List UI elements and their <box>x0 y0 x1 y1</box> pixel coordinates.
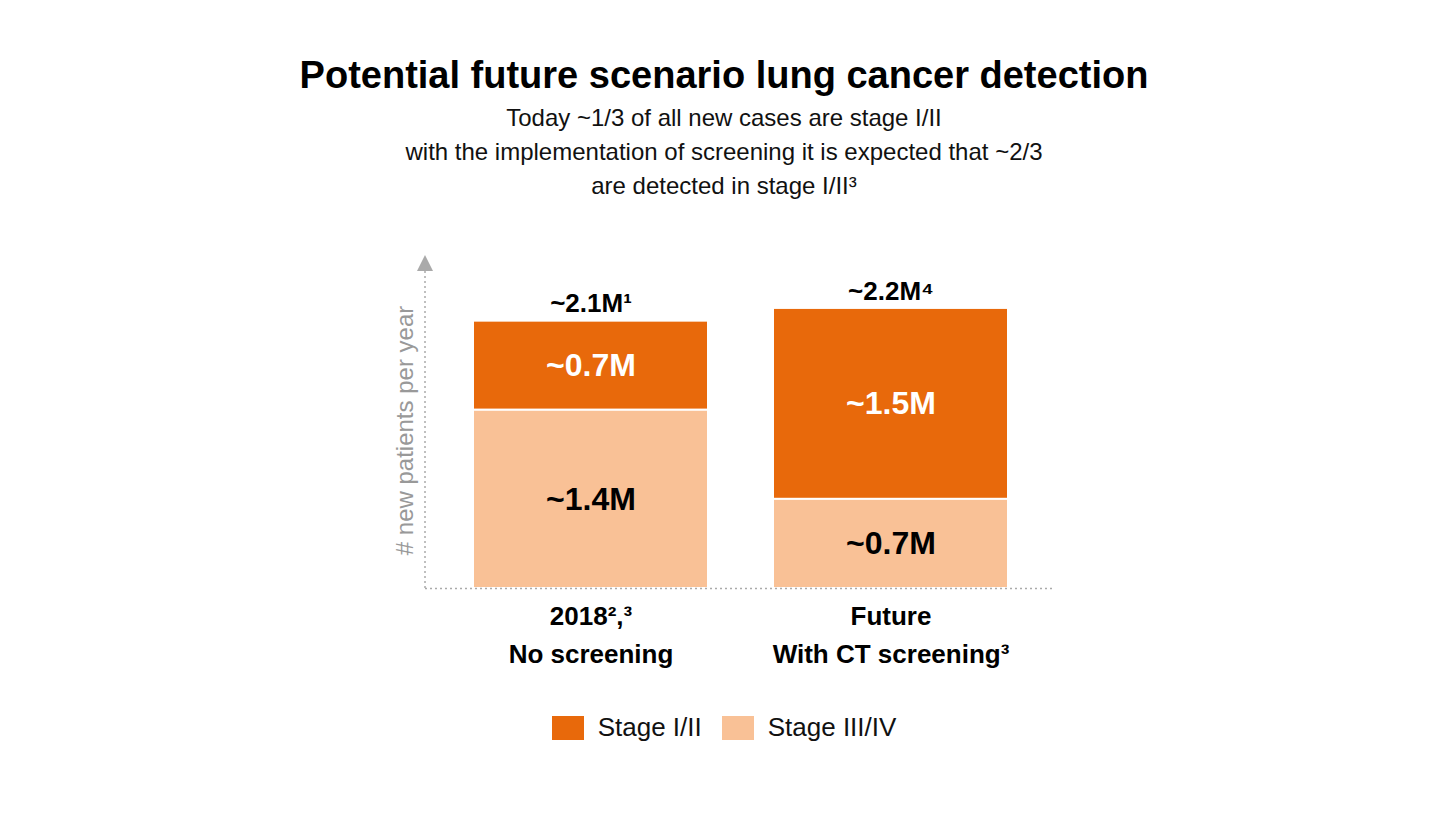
html-text:Potential future scenario lung: Potential future scenario lung cancer de… <box>299 54 1149 96</box>
svg-text:2018²,³No screening: 2018²,³No screening <box>509 601 674 669</box>
html-text:are detected in stage I/II³: are detected in stage I/II³ <box>591 172 857 199</box>
svg-text:~2.2M⁴: ~2.2M⁴ <box>848 276 934 306</box>
svg-text:~0.7M: ~0.7M <box>846 525 936 561</box>
html-text:with the implementation of scr: with the implementation of screening it … <box>405 138 1043 165</box>
svg-text:~0.7M: ~0.7M <box>546 347 636 383</box>
svg-text:~1.5M: ~1.5M <box>846 385 936 421</box>
svg-text:# new patients per year: # new patients per year <box>391 306 418 555</box>
html-text:Stage III/IV: Stage III/IV <box>767 712 897 742</box>
svg-text:FutureWith CT screening³: FutureWith CT screening³ <box>773 601 1010 669</box>
svg-text:~1.4M: ~1.4M <box>546 481 636 517</box>
svg-text:~2.1M¹: ~2.1M¹ <box>550 288 632 318</box>
html-text:Stage I/II: Stage I/II <box>597 712 702 742</box>
html-text:Today ~1/3 of all new cases ar: Today ~1/3 of all new cases are stage I/… <box>506 104 942 131</box>
